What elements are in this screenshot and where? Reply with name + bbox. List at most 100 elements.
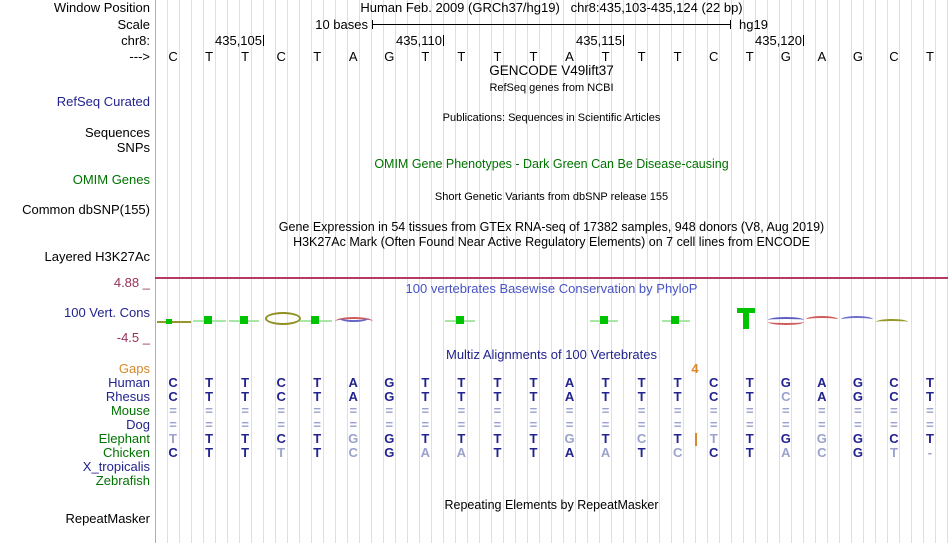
sequence-base: T <box>745 49 754 64</box>
conservation-mark-blueline <box>841 316 873 323</box>
alignment-base: = <box>349 417 358 432</box>
species-label-dog[interactable]: Dog <box>126 417 150 432</box>
track-label-omim-genes[interactable]: OMIM Genes <box>72 172 150 187</box>
alignment-base: = <box>241 417 249 432</box>
alignment-base: = <box>313 417 321 432</box>
sequence-base: T <box>673 49 682 64</box>
gap-count-annotation: 4 <box>691 361 699 376</box>
alignment-base: C <box>276 431 286 446</box>
alignment-base: = <box>457 403 466 418</box>
alignment-base: = <box>601 403 610 418</box>
track-title-dbsnp-release[interactable]: Short Genetic Variants from dbSNP releas… <box>434 191 669 203</box>
track-label-strand-arrow[interactable]: ---> <box>129 49 150 64</box>
species-label-zebrafish[interactable]: Zebrafish <box>95 473 150 488</box>
alignment-base: = <box>493 403 502 418</box>
track-label-snps[interactable]: SNPs <box>116 140 150 155</box>
track-label-vert-cons[interactable]: 100 Vert. Cons <box>64 305 150 320</box>
sequence-base: G <box>384 49 395 64</box>
alignment-base: = <box>565 417 574 432</box>
alignment-base: = <box>169 417 177 432</box>
alignment-base: = <box>457 417 466 432</box>
species-label-human[interactable]: Human <box>108 375 150 390</box>
alignment-base: T <box>241 431 250 446</box>
sequence-base: T <box>457 49 466 64</box>
track-label-layered-h3k27ac[interactable]: Layered H3K27Ac <box>44 249 150 264</box>
alignment-base: = <box>818 417 826 432</box>
conservation-mark-blue-curve <box>768 317 804 323</box>
base-position-gridlines <box>155 0 948 543</box>
sequence-base: T <box>601 49 610 64</box>
conservation-track-title[interactable]: 100 vertebrates Basewise Conservation by… <box>405 281 698 296</box>
track-title-repeat-title[interactable]: Repeating Elements by RepeatMasker <box>444 498 659 512</box>
alignment-base: = <box>854 403 862 418</box>
track-label-scale: Scale <box>117 17 150 32</box>
alignment-base: = <box>565 403 574 418</box>
alignment-base: A <box>781 445 791 460</box>
track-label-repeatmasker[interactable]: RepeatMasker <box>65 511 150 526</box>
track-label-refseq-curated[interactable]: RefSeq Curated <box>56 94 150 109</box>
alignment-base: = <box>781 417 790 432</box>
alignment-base: T <box>457 389 466 404</box>
alignment-base: T <box>205 431 214 446</box>
conservation-mark-gsq <box>456 316 464 324</box>
alignment-base: A <box>564 445 575 460</box>
sequence-base: T <box>637 49 646 64</box>
alignment-base: = <box>854 417 862 432</box>
alignment-base: = <box>673 403 682 418</box>
species-label-chicken[interactable]: Chicken <box>103 445 150 460</box>
alignment-base: T <box>745 431 754 446</box>
sequence-base: T <box>241 49 250 64</box>
alignment-base: C <box>889 431 899 446</box>
track-title-gtex[interactable]: Gene Expression in 54 tissues from GTEx … <box>278 220 825 234</box>
track-title-gencode-title[interactable]: GENCODE V49lift37 <box>489 63 614 78</box>
position-guide-line <box>155 0 156 543</box>
alignment-base: T <box>673 375 682 390</box>
sequence-base: T <box>313 49 322 64</box>
sequence-base: T <box>205 49 214 64</box>
alignment-base: G <box>348 431 359 446</box>
species-label-gaps[interactable]: Gaps <box>118 361 150 376</box>
alignment-base: T <box>493 389 502 404</box>
alignment-base: T <box>421 389 430 404</box>
species-label-rhesus[interactable]: Rhesus <box>105 389 150 404</box>
alignment-base: T <box>421 431 430 446</box>
track-title-h3k27ac-mark[interactable]: H3K27Ac Mark (Often Found Near Active Re… <box>293 235 810 249</box>
alignment-base: = <box>890 417 898 432</box>
scale-bar-right-cap <box>730 20 731 29</box>
sequence-base: C <box>708 49 719 64</box>
sequence-base: A <box>565 49 574 64</box>
scale-bar <box>372 24 731 25</box>
alignment-base: = <box>385 403 394 418</box>
alignment-base: = <box>493 417 502 432</box>
alignment-base: T <box>745 445 754 460</box>
track-title-omim-phenotypes[interactable]: OMIM Gene Phenotypes - Dark Green Can Be… <box>374 157 729 171</box>
alignment-base: = <box>637 417 646 432</box>
track-label-sequences[interactable]: Sequences <box>84 125 150 140</box>
alignment-base: = <box>421 417 430 432</box>
species-label-mouse[interactable]: Mouse <box>110 403 150 418</box>
alignment-base: = <box>890 403 898 418</box>
alignment-base: T <box>493 375 502 390</box>
alignment-base: T <box>457 431 466 446</box>
alignment-base: T <box>637 445 646 460</box>
conservation-mark-olive <box>157 321 191 323</box>
alignment-base: T <box>889 445 898 460</box>
alignment-base: G <box>780 431 791 446</box>
alignment-base: = <box>349 403 358 418</box>
assembly-label: hg19 <box>739 17 768 32</box>
sequence-base: T <box>493 49 502 64</box>
alignment-base: = <box>421 403 430 418</box>
multiz-track-title[interactable]: Multiz Alignments of 100 Vertebrates <box>445 347 657 362</box>
alignment-base: T <box>529 431 538 446</box>
alignment-base: T <box>421 375 430 390</box>
track-label-chrom: chr8: <box>121 33 150 48</box>
alignment-base: = <box>926 417 934 432</box>
sequence-base: A <box>348 49 358 64</box>
track-label-common-dbsnp[interactable]: Common dbSNP(155) <box>22 202 150 217</box>
track-title-refseq-ncbi[interactable]: RefSeq genes from NCBI <box>489 82 614 94</box>
species-label-elephant[interactable]: Elephant <box>98 431 150 446</box>
species-label-x_tropicalis[interactable]: X_tropicalis <box>82 459 150 474</box>
alignment-base: C <box>168 375 178 390</box>
track-title-publications[interactable]: Publications: Sequences in Scientific Ar… <box>442 112 661 124</box>
